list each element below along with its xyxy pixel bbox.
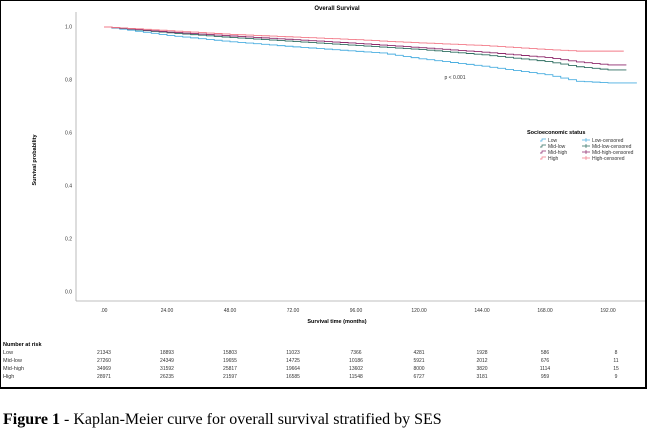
x-tick-label: 96.00	[350, 308, 363, 314]
risk-cell: 8	[615, 350, 618, 356]
risk-cell: 6727	[413, 374, 424, 380]
figure-frame	[0, 0, 647, 389]
risk-cell: 10186	[349, 358, 363, 364]
legend-line-icon	[540, 144, 546, 148]
y-tick-label: 0.0	[65, 290, 72, 296]
x-tick-label: .00	[101, 308, 108, 314]
risk-row-label: Mid-low	[3, 358, 22, 364]
risk-cell: 15	[613, 366, 619, 372]
legend-censored-item: High-censored	[592, 156, 625, 162]
y-tick-label: 0.2	[65, 237, 72, 243]
risk-cell: 31592	[160, 366, 174, 372]
x-tick-label: 24.00	[161, 308, 174, 314]
risk-cell: 27260	[97, 358, 111, 364]
risk-cell: 15803	[223, 350, 237, 356]
legend-line-icon	[540, 156, 546, 160]
risk-cell: 21597	[223, 374, 237, 380]
y-tick-label: 0.6	[65, 131, 72, 137]
risk-cell: 19664	[286, 366, 300, 372]
legend-censor-icon	[582, 150, 590, 154]
risk-cell: 3820	[476, 366, 487, 372]
y-tick-label: 1.0	[65, 25, 72, 31]
figure-caption: Figure 1 - Kaplan-Meier curve for overal…	[3, 411, 442, 429]
legend: Socioeconomic status Low Low-censoredMid-…	[527, 130, 634, 162]
risk-cell: 4281	[413, 350, 424, 356]
risk-cell: 5921	[413, 358, 424, 364]
risk-table-title: Number at risk	[3, 342, 42, 348]
risk-row-label: Low	[3, 350, 13, 356]
km-chart: Overall Survival Survival probability Su…	[3, 6, 645, 380]
x-axis-label: Survival time (months)	[307, 319, 366, 325]
y-axis-label: Survival probability	[32, 134, 38, 186]
legend-item: Low	[548, 138, 558, 144]
risk-cell: 19655	[223, 358, 237, 364]
legend-censored-item: Mid-low-censored	[592, 144, 632, 150]
legend-item: High	[548, 156, 559, 162]
x-tick-label: 72.00	[287, 308, 300, 314]
risk-row-label: High	[3, 374, 14, 380]
risk-cell: 7366	[350, 350, 361, 356]
risk-cell: 1114	[540, 366, 551, 372]
risk-cell: 676	[541, 358, 550, 364]
legend-line-icon	[540, 138, 546, 142]
risk-cell: 28971	[97, 374, 111, 380]
risk-cell: 21343	[97, 350, 111, 356]
survival-curve-low	[104, 26, 637, 84]
risk-cell: 11548	[349, 374, 363, 380]
p-value-annotation: p < 0.001	[445, 75, 466, 81]
x-tick-label: 168.00	[537, 308, 553, 314]
risk-cell: 24349	[160, 358, 174, 364]
y-tick-label: 0.4	[65, 184, 72, 190]
risk-cell: 13602	[349, 366, 363, 372]
chart-title: Overall Survival	[314, 6, 360, 12]
legend-item: Mid-low	[548, 144, 566, 150]
legend-censor-icon	[582, 144, 590, 148]
survival-curve-mid-high	[104, 26, 627, 66]
risk-cell: 8000	[413, 366, 424, 372]
legend-line-icon	[540, 150, 546, 154]
risk-row-label: Mid-high	[3, 366, 24, 372]
legend-censored-item: Low-censored	[592, 138, 624, 144]
legend-item: Mid-high	[548, 150, 567, 156]
risk-cell: 11023	[286, 350, 300, 356]
risk-table: Number at risk Low 21343 18893 15803 11023 73…	[3, 342, 619, 380]
survival-curve-mid-low	[104, 26, 627, 71]
x-tick-label: 120.00	[411, 308, 427, 314]
risk-cell: 1928	[476, 350, 487, 356]
caption-text: - Kaplan-Meier curve for overall surviva…	[60, 411, 442, 428]
legend-title: Socioeconomic status	[527, 130, 585, 136]
risk-cell: 2012	[476, 358, 487, 364]
y-tick-label: 0.8	[65, 78, 72, 84]
risk-cell: 9	[615, 374, 618, 380]
legend-censored-item: Mid-high-censored	[592, 150, 634, 156]
risk-cell: 16585	[286, 374, 300, 380]
risk-cell: 11	[613, 358, 618, 364]
survival-curve-high	[104, 26, 624, 52]
risk-cell: 34969	[97, 366, 111, 372]
caption-label: Figure 1	[3, 411, 61, 428]
legend-censor-icon	[582, 156, 590, 160]
risk-cell: 14725	[286, 358, 300, 364]
x-tick-label: 192.00	[600, 308, 616, 314]
risk-cell: 959	[541, 374, 550, 380]
x-tick-label: 48.00	[224, 308, 237, 314]
x-tick-label: 144.00	[474, 308, 490, 314]
risk-cell: 26235	[160, 374, 174, 380]
legend-censor-icon	[582, 138, 590, 142]
risk-cell: 586	[541, 350, 550, 356]
risk-cell: 25817	[223, 366, 237, 372]
risk-cell: 18893	[160, 350, 174, 356]
risk-cell: 3181	[476, 374, 487, 380]
